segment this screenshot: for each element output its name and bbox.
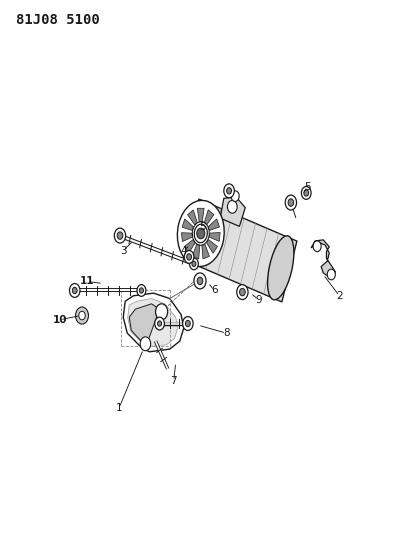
Text: 11: 11 (80, 277, 94, 286)
Polygon shape (208, 219, 219, 230)
Text: 1: 1 (116, 403, 122, 413)
Circle shape (304, 190, 309, 196)
Polygon shape (202, 244, 209, 259)
Circle shape (189, 258, 198, 270)
Polygon shape (181, 233, 192, 241)
Ellipse shape (194, 224, 207, 243)
Polygon shape (204, 210, 214, 225)
Circle shape (156, 304, 168, 320)
Text: 81J08 5100: 81J08 5100 (16, 13, 100, 27)
Circle shape (227, 188, 231, 194)
Circle shape (194, 273, 206, 289)
Polygon shape (129, 304, 160, 342)
Circle shape (285, 195, 297, 210)
Circle shape (197, 228, 205, 239)
Circle shape (137, 285, 146, 296)
Circle shape (117, 232, 123, 239)
Text: 5: 5 (304, 182, 310, 191)
Text: 3: 3 (120, 246, 126, 255)
Text: 2: 2 (336, 291, 343, 301)
Polygon shape (206, 239, 217, 253)
Text: 10: 10 (53, 315, 67, 325)
Text: 9: 9 (255, 295, 262, 304)
Circle shape (227, 200, 237, 213)
Circle shape (240, 288, 245, 296)
Circle shape (231, 191, 239, 201)
Circle shape (224, 184, 234, 198)
Polygon shape (198, 208, 204, 222)
Polygon shape (209, 232, 220, 241)
Circle shape (155, 317, 164, 330)
Polygon shape (311, 240, 335, 277)
Polygon shape (192, 244, 200, 259)
Ellipse shape (177, 200, 224, 266)
Circle shape (288, 199, 294, 206)
Circle shape (237, 285, 248, 300)
Circle shape (197, 277, 203, 285)
Circle shape (69, 284, 80, 297)
Text: 7: 7 (170, 376, 177, 386)
Circle shape (183, 317, 193, 330)
Circle shape (114, 228, 126, 243)
Circle shape (327, 269, 335, 280)
Circle shape (72, 287, 77, 294)
Circle shape (184, 251, 194, 263)
Circle shape (79, 311, 85, 320)
Circle shape (140, 337, 151, 351)
Text: 8: 8 (223, 328, 229, 338)
Circle shape (185, 320, 190, 327)
Polygon shape (128, 298, 178, 346)
Polygon shape (182, 219, 194, 231)
Ellipse shape (267, 236, 294, 300)
Polygon shape (184, 199, 297, 302)
Polygon shape (220, 197, 245, 227)
Polygon shape (184, 239, 195, 253)
Polygon shape (187, 210, 197, 225)
Text: 5: 5 (199, 222, 205, 231)
Circle shape (76, 307, 88, 324)
Circle shape (301, 187, 311, 199)
Circle shape (139, 288, 143, 293)
Text: 4: 4 (181, 246, 187, 255)
Text: 6: 6 (211, 286, 217, 295)
Circle shape (158, 321, 162, 326)
Circle shape (187, 254, 191, 260)
Polygon shape (123, 293, 184, 352)
Circle shape (313, 241, 321, 252)
Circle shape (192, 261, 196, 266)
